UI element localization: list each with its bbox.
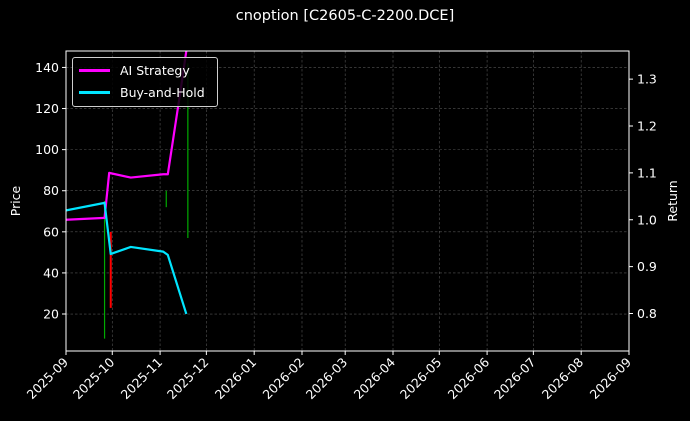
legend-item-buy-and-hold: Buy-and-Hold	[79, 83, 205, 101]
y-axis-label-left: Price	[8, 185, 23, 216]
x-tick-label: 2025-11	[118, 355, 166, 403]
legend: AI Strategy Buy-and-Hold	[72, 57, 218, 107]
y-tick-label-left: 100	[35, 142, 59, 157]
x-tick-label: 2026-01	[212, 355, 260, 403]
chart-title: cnoption [C2605-C-2200.DCE]	[235, 8, 455, 24]
x-tick-label: 2026-04	[351, 354, 399, 402]
x-tick-label: 2026-05	[397, 355, 445, 403]
legend-swatch-magenta	[79, 68, 110, 72]
x-tick-label: 2026-08	[539, 354, 587, 402]
y-tick-label-left: 120	[35, 101, 59, 116]
x-tick-label: 2026-03	[303, 355, 351, 403]
legend-swatch-cyan	[79, 90, 110, 94]
x-tick-label: 2026-09	[587, 354, 635, 402]
legend-label: Buy-and-Hold	[120, 84, 205, 100]
y-tick-label-right: 1.0	[637, 212, 657, 227]
x-tick-label: 2025-10	[70, 354, 118, 402]
y-tick-label-right: 0.8	[637, 306, 657, 321]
y-tick-label-right: 1.1	[637, 165, 657, 180]
x-tick-label: 2025-12	[164, 355, 212, 403]
plot-frame	[65, 50, 630, 352]
series-line-buy-and-hold	[66, 201, 188, 315]
y-tick-label-left: 20	[43, 307, 59, 322]
y-tick-label-left: 80	[43, 183, 59, 198]
x-tick-label: 2025-09	[24, 354, 72, 402]
x-tick-label: 2026-06	[445, 354, 493, 402]
y-tick-label-right: 1.3	[637, 72, 657, 87]
legend-label: AI Strategy	[120, 62, 190, 78]
y-axis-label-right: Return	[665, 180, 680, 221]
x-tick-label: 2026-02	[260, 355, 308, 403]
y-tick-label-left: 140	[35, 60, 59, 75]
y-tick-label-right: 1.2	[637, 119, 657, 134]
y-tick-label-left: 40	[43, 265, 59, 280]
legend-item-ai-strategy: AI Strategy	[79, 61, 190, 79]
y-tick-label-right: 0.9	[637, 259, 657, 274]
x-tick-label: 2026-07	[491, 355, 539, 403]
y-tick-label-left: 60	[43, 224, 59, 239]
